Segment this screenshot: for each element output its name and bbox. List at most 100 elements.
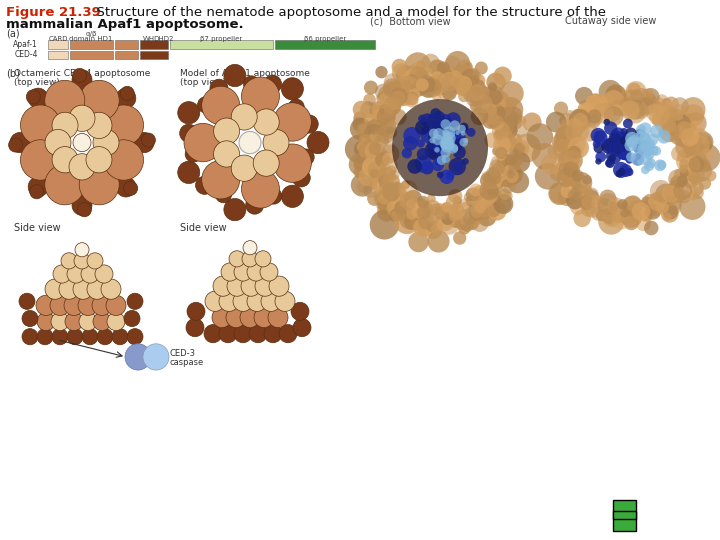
Circle shape <box>378 198 392 212</box>
Circle shape <box>603 119 610 125</box>
Circle shape <box>460 202 471 213</box>
Circle shape <box>392 63 411 83</box>
Circle shape <box>646 100 661 116</box>
Circle shape <box>405 198 423 217</box>
Circle shape <box>499 188 510 199</box>
Circle shape <box>468 201 488 221</box>
Circle shape <box>375 84 391 100</box>
Circle shape <box>564 129 581 145</box>
Circle shape <box>486 167 500 181</box>
Circle shape <box>428 230 449 253</box>
Circle shape <box>650 180 672 202</box>
Circle shape <box>493 136 510 153</box>
Text: Structure of the nematode apoptosome and a model for the structure of the: Structure of the nematode apoptosome and… <box>88 6 606 19</box>
Circle shape <box>178 102 199 124</box>
Circle shape <box>505 99 517 111</box>
Circle shape <box>647 158 656 168</box>
Circle shape <box>633 140 648 154</box>
Circle shape <box>391 210 404 222</box>
Circle shape <box>437 75 446 84</box>
Circle shape <box>487 201 506 221</box>
Circle shape <box>415 76 433 94</box>
Circle shape <box>445 51 470 76</box>
Circle shape <box>405 91 418 105</box>
Circle shape <box>428 71 446 90</box>
Circle shape <box>487 171 502 185</box>
Circle shape <box>440 203 449 213</box>
Circle shape <box>578 100 595 117</box>
Circle shape <box>95 265 113 283</box>
Circle shape <box>630 135 639 144</box>
Circle shape <box>275 291 295 312</box>
Text: CARD: CARD <box>48 36 68 43</box>
Text: Octameric CED-4 apoptosome: Octameric CED-4 apoptosome <box>14 69 150 78</box>
Circle shape <box>298 149 314 165</box>
Circle shape <box>472 74 485 87</box>
Circle shape <box>613 162 629 178</box>
Circle shape <box>436 81 456 100</box>
Circle shape <box>655 94 668 107</box>
Circle shape <box>73 279 93 299</box>
Circle shape <box>368 160 387 180</box>
Circle shape <box>444 129 459 145</box>
Circle shape <box>379 157 398 176</box>
Circle shape <box>234 263 252 281</box>
Circle shape <box>37 329 53 345</box>
Circle shape <box>644 148 651 154</box>
Circle shape <box>369 105 386 122</box>
Circle shape <box>570 199 587 215</box>
Circle shape <box>19 293 35 309</box>
Circle shape <box>611 203 631 223</box>
Circle shape <box>495 127 508 141</box>
Circle shape <box>93 130 119 156</box>
Circle shape <box>372 102 389 119</box>
Circle shape <box>214 141 240 167</box>
Circle shape <box>231 155 257 181</box>
Circle shape <box>282 185 303 207</box>
Circle shape <box>683 134 703 156</box>
Circle shape <box>644 150 654 160</box>
Circle shape <box>418 214 433 230</box>
Circle shape <box>566 110 575 119</box>
Circle shape <box>124 310 140 327</box>
Circle shape <box>675 137 696 158</box>
Text: (top view): (top view) <box>14 78 60 87</box>
Circle shape <box>454 161 463 171</box>
Circle shape <box>501 147 520 165</box>
Circle shape <box>670 175 685 191</box>
Circle shape <box>644 93 656 105</box>
Circle shape <box>353 116 368 132</box>
Circle shape <box>354 154 372 173</box>
Circle shape <box>611 131 623 143</box>
Text: (a): (a) <box>6 28 19 38</box>
Circle shape <box>434 158 442 166</box>
Circle shape <box>505 170 519 183</box>
Circle shape <box>500 154 510 164</box>
Circle shape <box>443 132 456 145</box>
Circle shape <box>450 214 464 228</box>
Circle shape <box>588 115 600 129</box>
Circle shape <box>446 194 462 210</box>
Circle shape <box>498 122 510 134</box>
Circle shape <box>641 197 652 208</box>
Text: (c)  Bottom view: (c) Bottom view <box>370 16 451 26</box>
Circle shape <box>549 164 567 181</box>
Circle shape <box>437 62 450 75</box>
Circle shape <box>641 166 649 174</box>
Circle shape <box>672 188 685 202</box>
Circle shape <box>404 213 421 230</box>
Circle shape <box>288 99 305 115</box>
Circle shape <box>652 112 665 127</box>
Circle shape <box>266 188 282 204</box>
Circle shape <box>681 97 706 122</box>
Circle shape <box>448 143 458 154</box>
Circle shape <box>558 187 576 206</box>
Circle shape <box>667 199 682 214</box>
Circle shape <box>381 105 397 121</box>
Circle shape <box>680 168 689 178</box>
Circle shape <box>291 302 309 321</box>
Circle shape <box>461 69 480 87</box>
Circle shape <box>470 91 484 105</box>
Circle shape <box>184 123 222 162</box>
Circle shape <box>453 231 467 245</box>
